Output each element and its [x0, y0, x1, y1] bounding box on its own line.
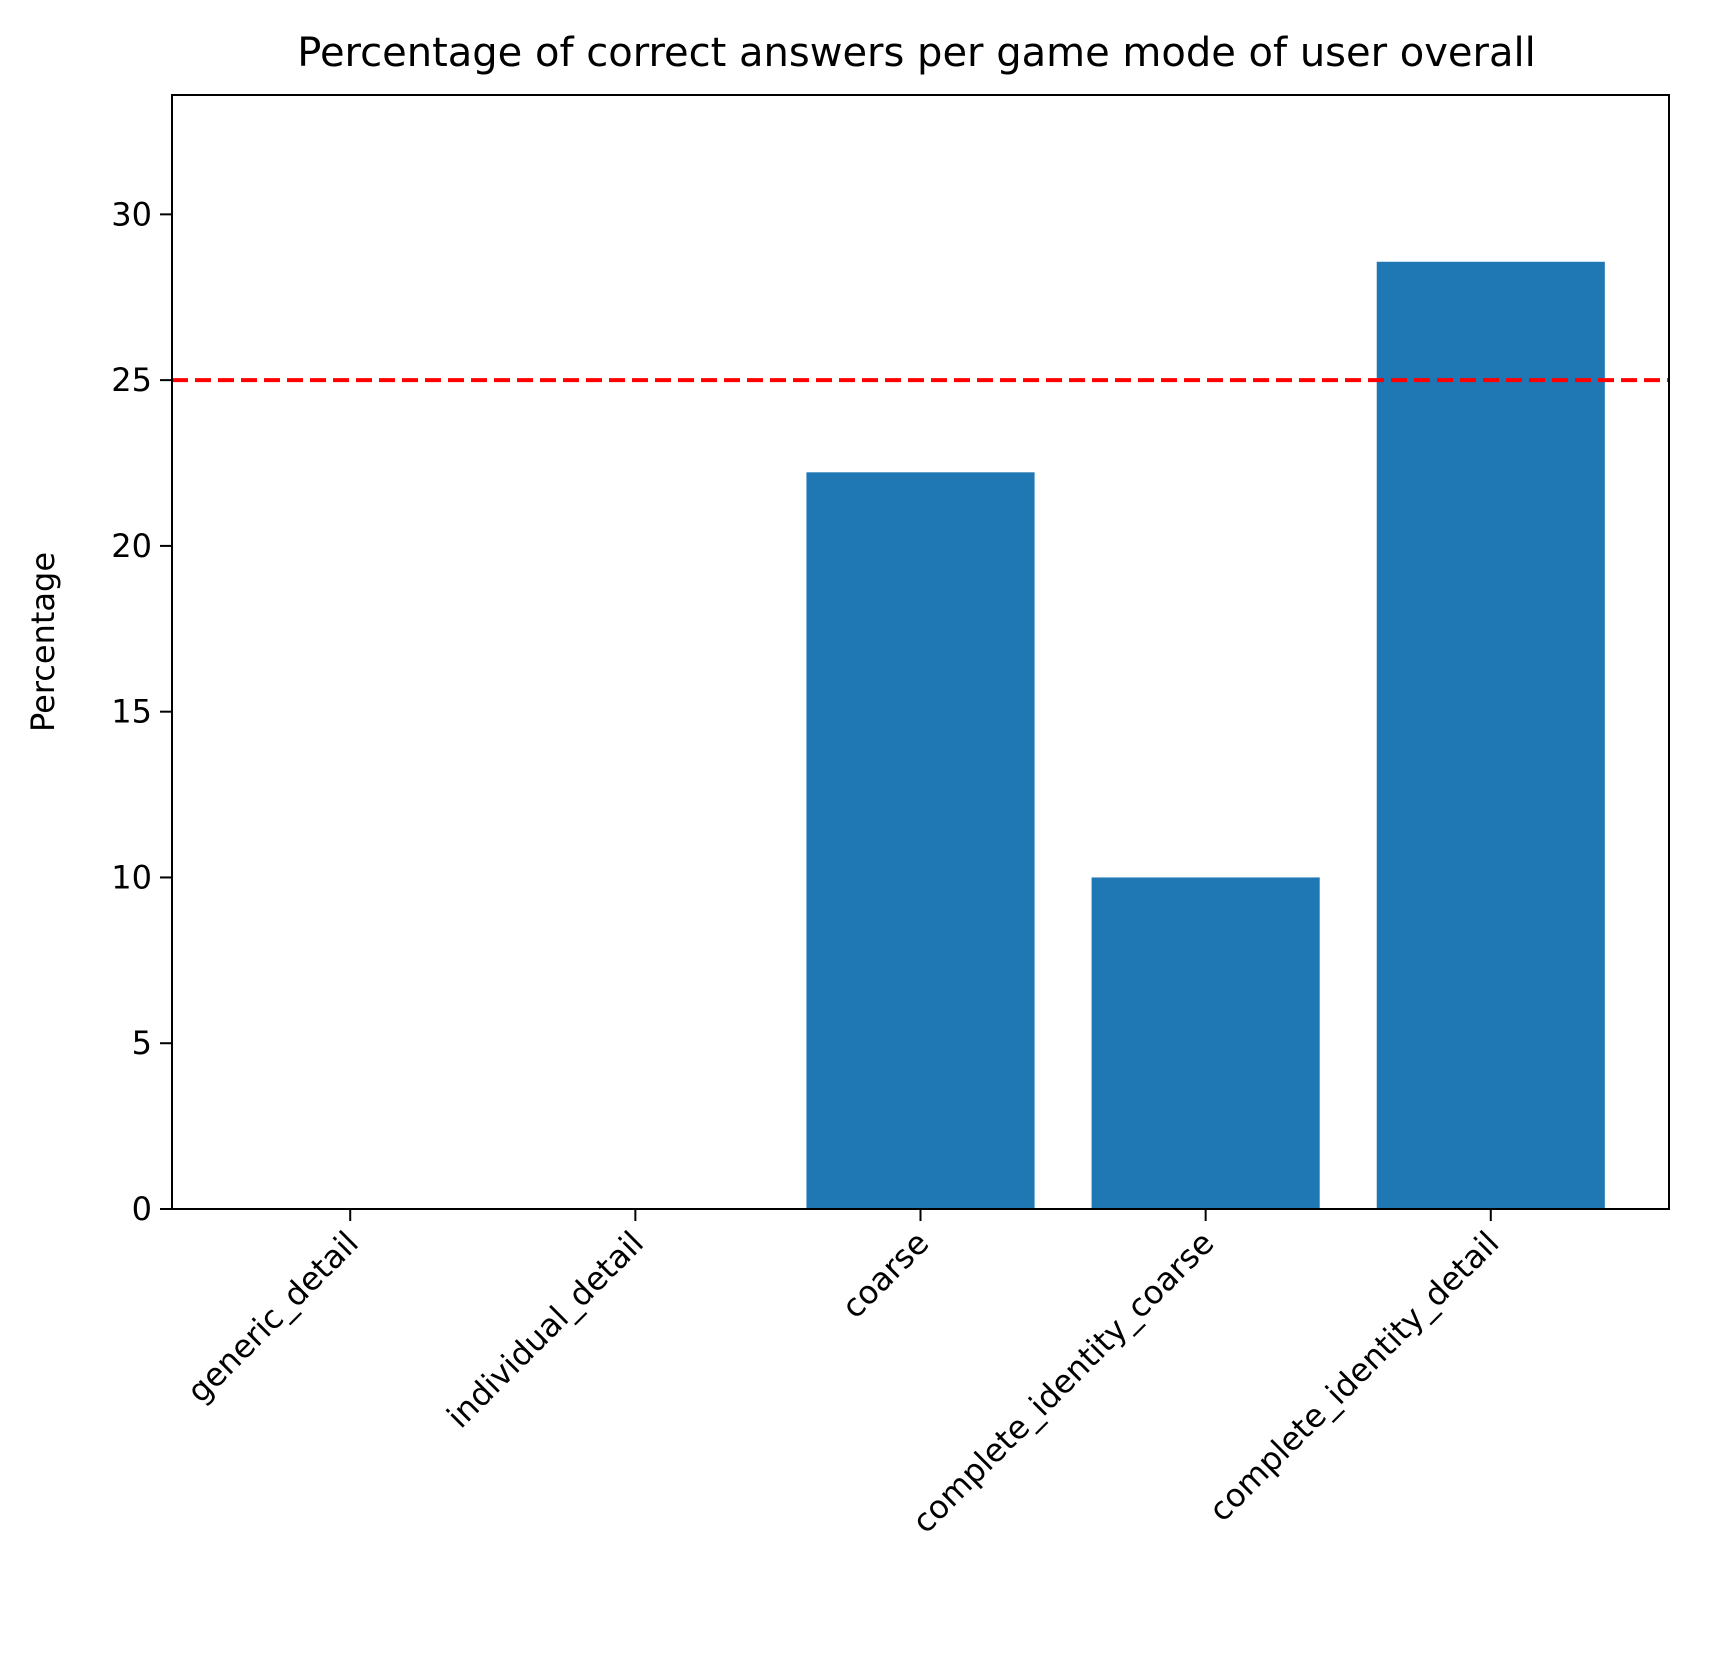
x-tick-label: generic_detail	[180, 1224, 366, 1410]
x-axis-ticks: generic_detail individual_detail coarsecom…	[180, 1209, 1506, 1541]
y-tick-label: 30	[111, 195, 152, 233]
bar-complete_identity_detail	[1376, 261, 1605, 1210]
y-tick-label: 20	[111, 527, 152, 565]
x-tick-label: complete_identity_coarse	[905, 1224, 1222, 1541]
x-tick-label: individual_detail	[439, 1224, 651, 1436]
bar-coarse	[806, 472, 1035, 1210]
y-axis-label: Percentage	[24, 552, 62, 732]
x-tick-label: complete_identity_detail	[1201, 1224, 1506, 1529]
y-tick-label: 15	[111, 693, 152, 731]
bar-complete_identity_coarse	[1091, 877, 1320, 1209]
y-tick-label: 0	[132, 1190, 152, 1228]
chart-title: Percentage of correct answers per game m…	[297, 30, 1535, 76]
y-tick-label: 25	[111, 361, 152, 399]
plot-frame	[171, 94, 1670, 1210]
y-tick-label: 10	[111, 858, 152, 896]
y-axis-ticks: 0 5 10 15 20 25 30	[111, 195, 172, 1228]
y-tick-label: 5	[132, 1024, 152, 1062]
x-tick-label: coarse	[834, 1224, 936, 1326]
bars-group	[806, 261, 1605, 1210]
